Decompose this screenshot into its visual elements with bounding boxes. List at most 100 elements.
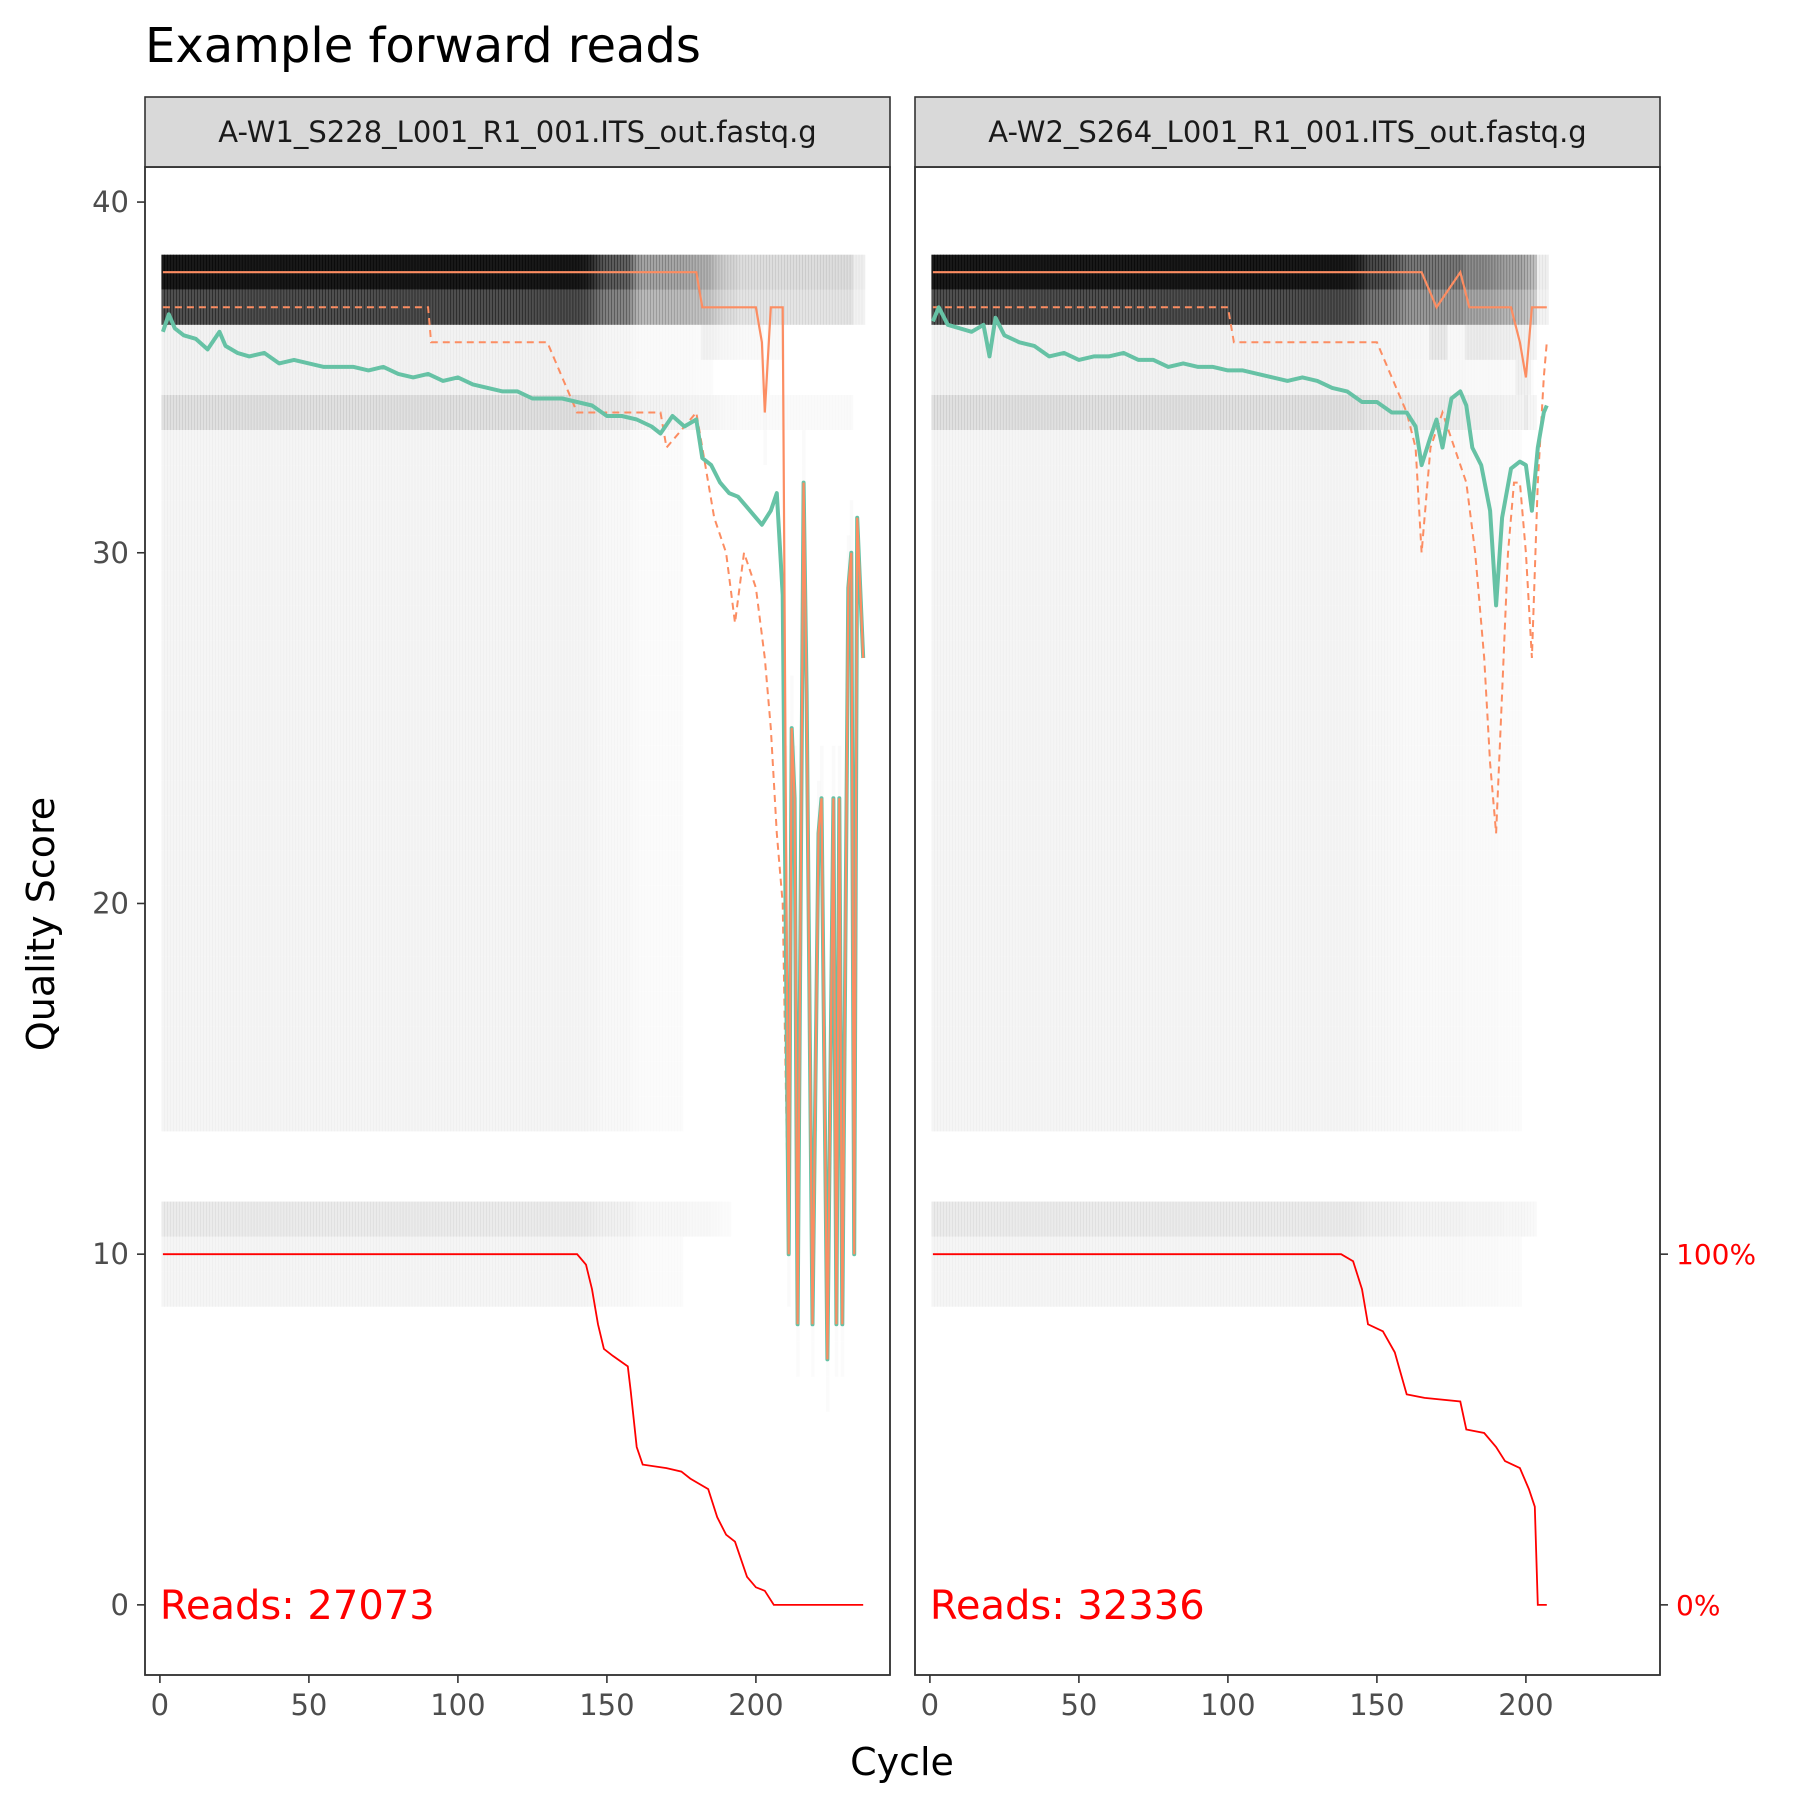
heatmap-cell — [468, 780, 472, 816]
heatmap-cell — [259, 359, 264, 395]
heatmap-cell — [301, 1061, 306, 1097]
heatmap-cell — [551, 1271, 556, 1307]
heatmap-cell — [173, 394, 177, 431]
heatmap-cell — [393, 465, 398, 501]
heatmap-cell — [569, 921, 574, 957]
heatmap-cell — [569, 570, 574, 606]
heatmap-cell — [256, 921, 261, 957]
heatmap-cell — [203, 815, 207, 851]
heatmap-cell — [447, 1201, 452, 1237]
heatmap-cell — [355, 885, 359, 921]
heatmap-cell — [691, 289, 696, 325]
heatmap-cell — [572, 1026, 577, 1062]
heatmap-cell — [194, 780, 198, 816]
heatmap-cell — [331, 956, 335, 992]
heatmap-cell — [465, 289, 469, 325]
heatmap-cell — [167, 675, 171, 711]
heatmap-cell — [164, 1201, 168, 1237]
heatmap-cell — [498, 535, 502, 571]
heatmap-cell — [337, 605, 341, 641]
heatmap-cell — [223, 465, 228, 501]
heatmap-cell — [271, 640, 276, 676]
heatmap-cell — [176, 956, 180, 992]
heatmap-cell — [447, 605, 452, 641]
heatmap-cell — [545, 1096, 550, 1132]
heatmap-cell — [474, 430, 478, 466]
heatmap-cell — [369, 535, 374, 571]
heatmap-cell — [530, 570, 535, 606]
heatmap-cell — [164, 710, 168, 746]
heatmap-cell — [387, 324, 392, 360]
heatmap-cell — [334, 570, 338, 606]
heatmap-cell — [313, 465, 317, 501]
heatmap-cell — [191, 640, 195, 676]
heatmap-cell — [322, 640, 326, 676]
heatmap-cell — [560, 745, 565, 781]
heatmap-cell — [489, 745, 493, 781]
heatmap-cell — [238, 1096, 243, 1132]
heatmap-cell — [560, 850, 565, 886]
heatmap-cell — [426, 430, 431, 466]
heatmap-cell — [384, 885, 389, 921]
heatmap-cell — [289, 745, 294, 781]
heatmap-cell — [316, 465, 320, 501]
heatmap-cell — [218, 1271, 222, 1307]
heatmap-cell — [164, 1026, 168, 1062]
heatmap-cell — [501, 359, 505, 395]
heatmap-cell — [426, 885, 431, 921]
heatmap-cell — [194, 289, 198, 325]
heatmap-cell — [411, 324, 416, 360]
heatmap-cell — [465, 675, 469, 711]
heatmap-cell — [521, 430, 526, 466]
heatmap-cell — [510, 921, 514, 957]
heatmap-cell — [358, 640, 362, 676]
heatmap-cell — [265, 1271, 270, 1307]
heatmap-cell — [501, 780, 505, 816]
heatmap-cell — [384, 640, 389, 676]
heatmap-cell — [513, 605, 517, 641]
heatmap-cell — [444, 605, 449, 641]
heatmap-cell — [569, 1096, 574, 1132]
heatmap-cell — [349, 500, 353, 536]
heatmap-cell — [334, 885, 338, 921]
heatmap-cell — [680, 570, 684, 605]
heatmap-cell — [393, 1201, 398, 1237]
heatmap-cell — [235, 1061, 240, 1097]
heatmap-cell — [396, 1061, 401, 1097]
heatmap-cell — [375, 465, 380, 501]
heatmap-cell — [277, 991, 282, 1027]
heatmap-cell — [411, 956, 416, 992]
heatmap-cell — [474, 1096, 478, 1132]
heatmap-cell — [384, 745, 389, 781]
heatmap-cell — [369, 430, 374, 466]
heatmap-cell — [474, 1061, 478, 1097]
heatmap-cell — [209, 394, 213, 431]
heatmap-cell — [444, 675, 449, 711]
heatmap-cell — [444, 535, 449, 571]
heatmap-cell — [212, 675, 216, 711]
heatmap-cell — [304, 956, 309, 992]
heatmap-cell — [542, 991, 547, 1027]
heatmap-cell — [283, 850, 288, 886]
heatmap-cell — [226, 535, 231, 571]
heatmap-cell — [402, 1096, 407, 1132]
heatmap-cell — [367, 605, 371, 641]
heatmap-cell — [176, 465, 180, 501]
heatmap-cell — [557, 324, 562, 360]
heatmap-cell — [194, 745, 198, 781]
heatmap-cell — [253, 500, 258, 536]
heatmap-cell — [349, 1026, 353, 1062]
heatmap-cell — [489, 956, 493, 992]
heatmap-cell — [447, 500, 452, 536]
heatmap-cell — [396, 850, 401, 886]
heatmap-cell — [161, 956, 165, 992]
heatmap-cell — [504, 991, 508, 1027]
heatmap-cell — [486, 815, 490, 851]
heatmap-cell — [444, 570, 449, 606]
heatmap-cell — [352, 430, 356, 466]
heatmap-cell — [575, 1096, 580, 1132]
heatmap-cell — [495, 815, 499, 851]
heatmap-cell — [331, 710, 335, 746]
heatmap-cell — [581, 324, 586, 360]
heatmap-cell — [501, 1271, 505, 1307]
